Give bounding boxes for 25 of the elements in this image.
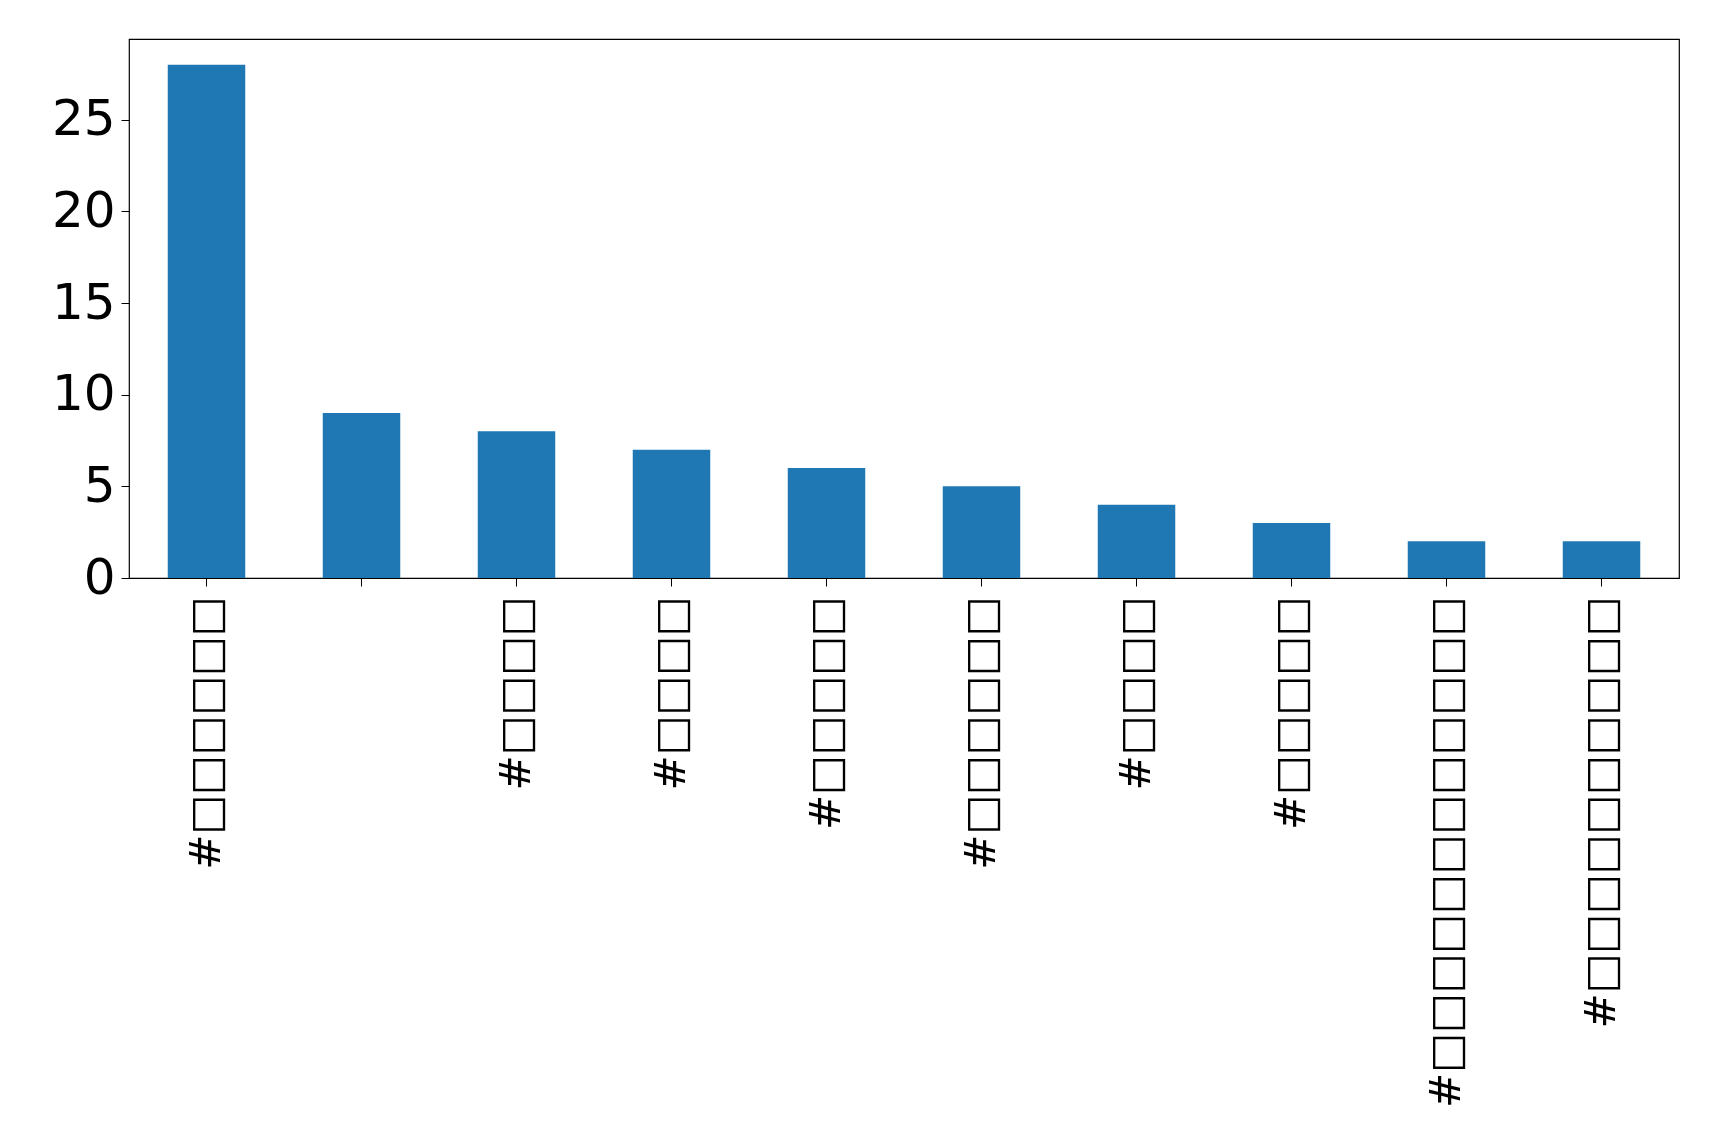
y-tick-label: 20 <box>51 180 116 239</box>
bar <box>477 431 556 578</box>
x-tick-label: #□□□□ <box>645 596 695 791</box>
bar <box>1407 541 1486 578</box>
x-tick-label: #□□□□□□ <box>955 596 1005 870</box>
bar <box>167 64 246 578</box>
x-tick-label: #□□□□ <box>1110 596 1160 791</box>
y-tick-label: 10 <box>51 364 116 423</box>
x-tick-label: #□□□□□□□□□□ <box>1575 596 1625 1029</box>
bar <box>632 449 711 578</box>
bar <box>787 468 866 578</box>
bar <box>1562 541 1641 578</box>
x-tick-label: #□□□□ <box>490 596 540 791</box>
bar <box>1097 504 1176 578</box>
x-tick-label: #□□□□□□ <box>180 596 230 870</box>
x-tick-label: #□□□□□ <box>800 596 850 831</box>
bar <box>942 486 1021 578</box>
y-tick-label: 5 <box>83 455 116 514</box>
y-tick-label: 15 <box>51 272 116 331</box>
y-tick-label: 0 <box>83 547 116 606</box>
bar <box>1252 523 1331 578</box>
x-tick-label: #□□□□□ <box>1265 596 1315 831</box>
bar <box>322 413 401 578</box>
x-tick-label: #□□□□□□□□□□□□ <box>1420 596 1470 1108</box>
y-tick-label: 25 <box>51 89 116 148</box>
